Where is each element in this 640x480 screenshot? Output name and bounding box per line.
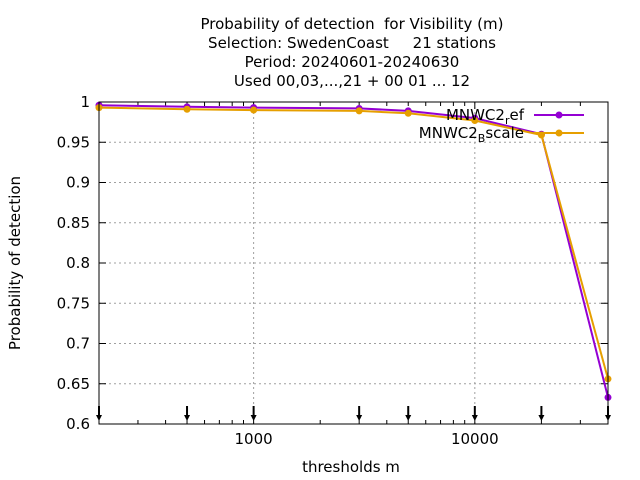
x-tick-label: 10000 [451, 430, 499, 448]
legend-label: MNWC2ref [446, 106, 525, 127]
legend-marker [555, 111, 563, 119]
x-axis-ticks: 1000 10000 [98, 102, 609, 448]
y-tick-label: 0.65 [57, 375, 90, 393]
title-line: Selection: SwedenCoast 21 stations [208, 34, 496, 52]
count-marker-head [538, 415, 545, 421]
y-tick-label: 0.6 [66, 415, 90, 433]
y-axis-label: Probability of detection [6, 176, 24, 350]
data-point [250, 106, 258, 114]
series-line [98, 104, 609, 398]
title-line: Period: 20240601-20240630 [245, 53, 460, 71]
series-line [98, 106, 609, 380]
series-layer [95, 101, 612, 401]
count-marker-head [250, 415, 257, 421]
title-line: Probability of detection for Visibility … [200, 15, 503, 33]
y-tick-label: 0.85 [57, 214, 90, 232]
y-tick-label: 0.7 [66, 335, 90, 353]
chart-title: Probability of detection for Visibility … [200, 15, 503, 90]
plot-frame [98, 101, 609, 425]
data-point [355, 107, 363, 115]
y-axis-ticks: 0.6 0.65 0.7 0.75 0.8 0.85 0.9 0.95 1 [57, 93, 608, 433]
title-line: Used 00,03,...,21 + 00 01 ... 12 [234, 72, 470, 90]
y-tick-label: 0.8 [66, 254, 90, 272]
data-point [404, 109, 412, 117]
count-marker-head [356, 415, 363, 421]
count-marker-head [405, 415, 412, 421]
y-tick-label: 0.75 [57, 294, 90, 312]
y-tick-label: 0.9 [66, 174, 90, 192]
y-tick-label: 1 [80, 93, 90, 111]
count-markers [96, 406, 611, 421]
data-point [471, 117, 479, 125]
count-marker-head [471, 415, 478, 421]
count-marker-head [184, 415, 191, 421]
grid-lines [99, 102, 608, 424]
legend-marker [555, 129, 563, 137]
x-tick-label: 1000 [235, 430, 273, 448]
data-point [183, 105, 191, 113]
legend-label: MNWC2Bscale [419, 124, 524, 145]
y-tick-label: 0.95 [57, 133, 90, 151]
x-axis-label: thresholds m [302, 458, 400, 476]
